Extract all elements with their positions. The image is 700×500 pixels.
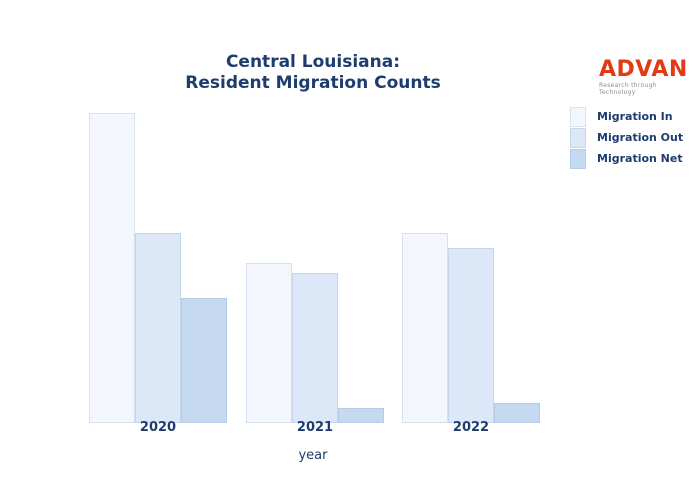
bar-migration-out-2020 — [135, 233, 181, 423]
legend-swatch-migration-in — [570, 106, 586, 127]
advan-logo-tagline: Research through Technology — [599, 82, 657, 96]
legend-item-migration-in: Migration In — [570, 106, 683, 127]
bar-migration-net-2020 — [181, 298, 227, 423]
legend-swatch-migration-out — [570, 127, 586, 148]
bar-migration-in-2020 — [89, 113, 135, 423]
chart-title: Central Louisiana: Resident Migration Co… — [63, 52, 563, 94]
advan-logo-wordmark: ADVAN — [599, 57, 688, 82]
advan-logo: ADVAN Research through Technology — [599, 58, 691, 96]
legend-label-migration-out: Migration Out — [597, 131, 684, 144]
bar-migration-net-2022 — [494, 403, 540, 423]
legend: Migration In Migration Out Migration Net — [570, 106, 683, 169]
legend-swatch-migration-net — [570, 148, 586, 169]
bar-migration-in-2021 — [246, 263, 292, 423]
chart-title-line2: Resident Migration Counts — [185, 73, 441, 93]
x-tick-label-2022: 2022 — [452, 420, 490, 435]
chart-title-line1: Central Louisiana: — [225, 52, 401, 72]
x-tick-label-2020: 2020 — [139, 420, 177, 435]
x-axis-title: year — [298, 448, 328, 463]
bar-migration-net-2021 — [338, 408, 384, 423]
legend-label-migration-net: Migration Net — [597, 152, 683, 165]
bar-migration-out-2021 — [292, 273, 338, 423]
bar-migration-in-2022 — [402, 233, 448, 423]
legend-item-migration-out: Migration Out — [570, 127, 683, 148]
legend-label-migration-in: Migration In — [597, 110, 673, 123]
legend-item-migration-net: Migration Net — [570, 148, 683, 169]
bar-migration-out-2022 — [448, 248, 494, 423]
x-tick-label-2021: 2021 — [296, 420, 334, 435]
